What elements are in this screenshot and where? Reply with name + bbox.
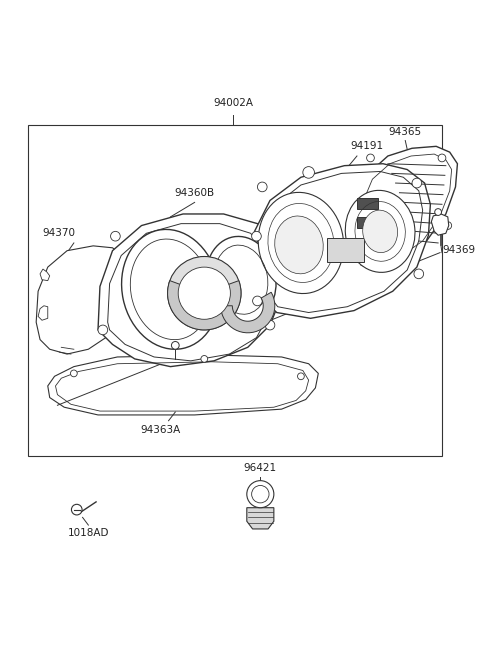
Polygon shape [251,164,431,318]
Polygon shape [221,292,275,333]
Ellipse shape [275,216,323,274]
Polygon shape [98,214,284,367]
Circle shape [367,154,374,162]
Circle shape [171,341,179,349]
Circle shape [252,296,262,306]
Text: 94191: 94191 [350,141,383,151]
Polygon shape [38,306,48,320]
Text: 94369: 94369 [442,244,475,255]
Circle shape [257,182,267,192]
Circle shape [438,154,446,162]
Polygon shape [40,269,50,280]
Circle shape [252,231,261,241]
Circle shape [303,166,314,178]
Ellipse shape [168,257,241,330]
Text: 94002A: 94002A [213,98,253,107]
Circle shape [72,504,82,515]
Text: 96421: 96421 [244,463,277,473]
Bar [357,217,378,229]
Text: 94363A: 94363A [141,424,181,435]
Bar [357,198,378,209]
Ellipse shape [206,236,276,323]
Circle shape [71,370,77,377]
Circle shape [435,209,442,215]
Polygon shape [247,508,274,529]
Bar [28,125,442,455]
Text: 94360B: 94360B [175,187,215,198]
Ellipse shape [121,229,219,349]
Ellipse shape [178,267,230,319]
Polygon shape [36,246,129,354]
Circle shape [201,356,208,362]
Ellipse shape [258,193,344,293]
Polygon shape [168,280,241,330]
Polygon shape [351,146,457,274]
Ellipse shape [363,210,397,253]
Circle shape [412,178,422,188]
Ellipse shape [345,191,415,272]
Circle shape [298,373,304,380]
Polygon shape [432,214,449,235]
Circle shape [444,221,452,229]
Polygon shape [48,355,318,415]
Circle shape [110,231,120,241]
Circle shape [265,320,275,330]
Text: 1018AD: 1018AD [68,528,109,538]
Text: 94370: 94370 [43,228,76,238]
Circle shape [247,481,274,508]
Circle shape [414,269,424,279]
Text: 94365: 94365 [389,126,422,137]
Circle shape [355,251,363,259]
Circle shape [98,325,108,335]
Bar [327,238,364,262]
